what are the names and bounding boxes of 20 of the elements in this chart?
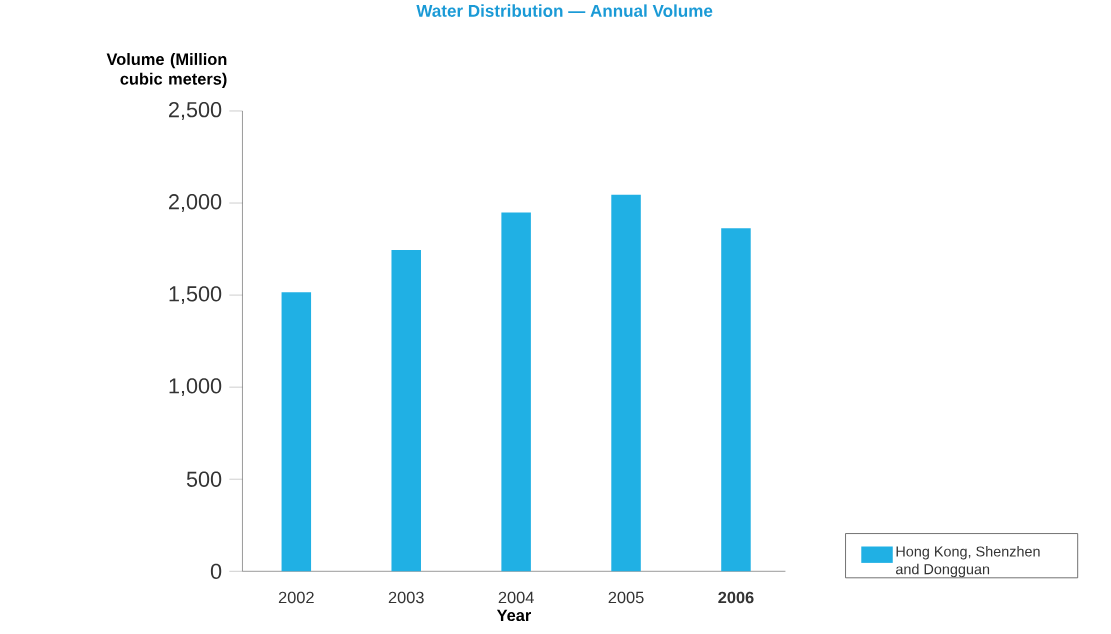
chart-title: Water Distribution — Annual Volume — [416, 4, 713, 17]
x-tick-label: 2006 — [718, 591, 754, 604]
bar — [391, 249, 421, 572]
x-tick-label: 2005 — [608, 591, 644, 604]
y-axis-title: Volume (Million cubic meters) — [106, 52, 227, 88]
bar — [721, 228, 751, 572]
bar — [611, 194, 641, 572]
y-tick-label: 0 — [210, 563, 222, 579]
y-tick-label: 500 — [186, 471, 222, 487]
bar — [281, 292, 312, 572]
y-tick-label: 2,500 — [169, 101, 222, 120]
legend-label: Hong Kong, Shenzhen and Dongguan — [896, 545, 1040, 578]
y-tick-label: 2,000 — [169, 193, 222, 212]
bar — [501, 212, 531, 572]
y-tick-label: 1,500 — [169, 286, 222, 304]
x-tick-label: 2004 — [498, 591, 534, 604]
x-axis-title: Year — [496, 609, 532, 621]
x-tick-label: 2002 — [278, 591, 314, 604]
x-tick-label: 2003 — [388, 591, 424, 604]
y-tick-label: 1,000 — [169, 378, 222, 396]
